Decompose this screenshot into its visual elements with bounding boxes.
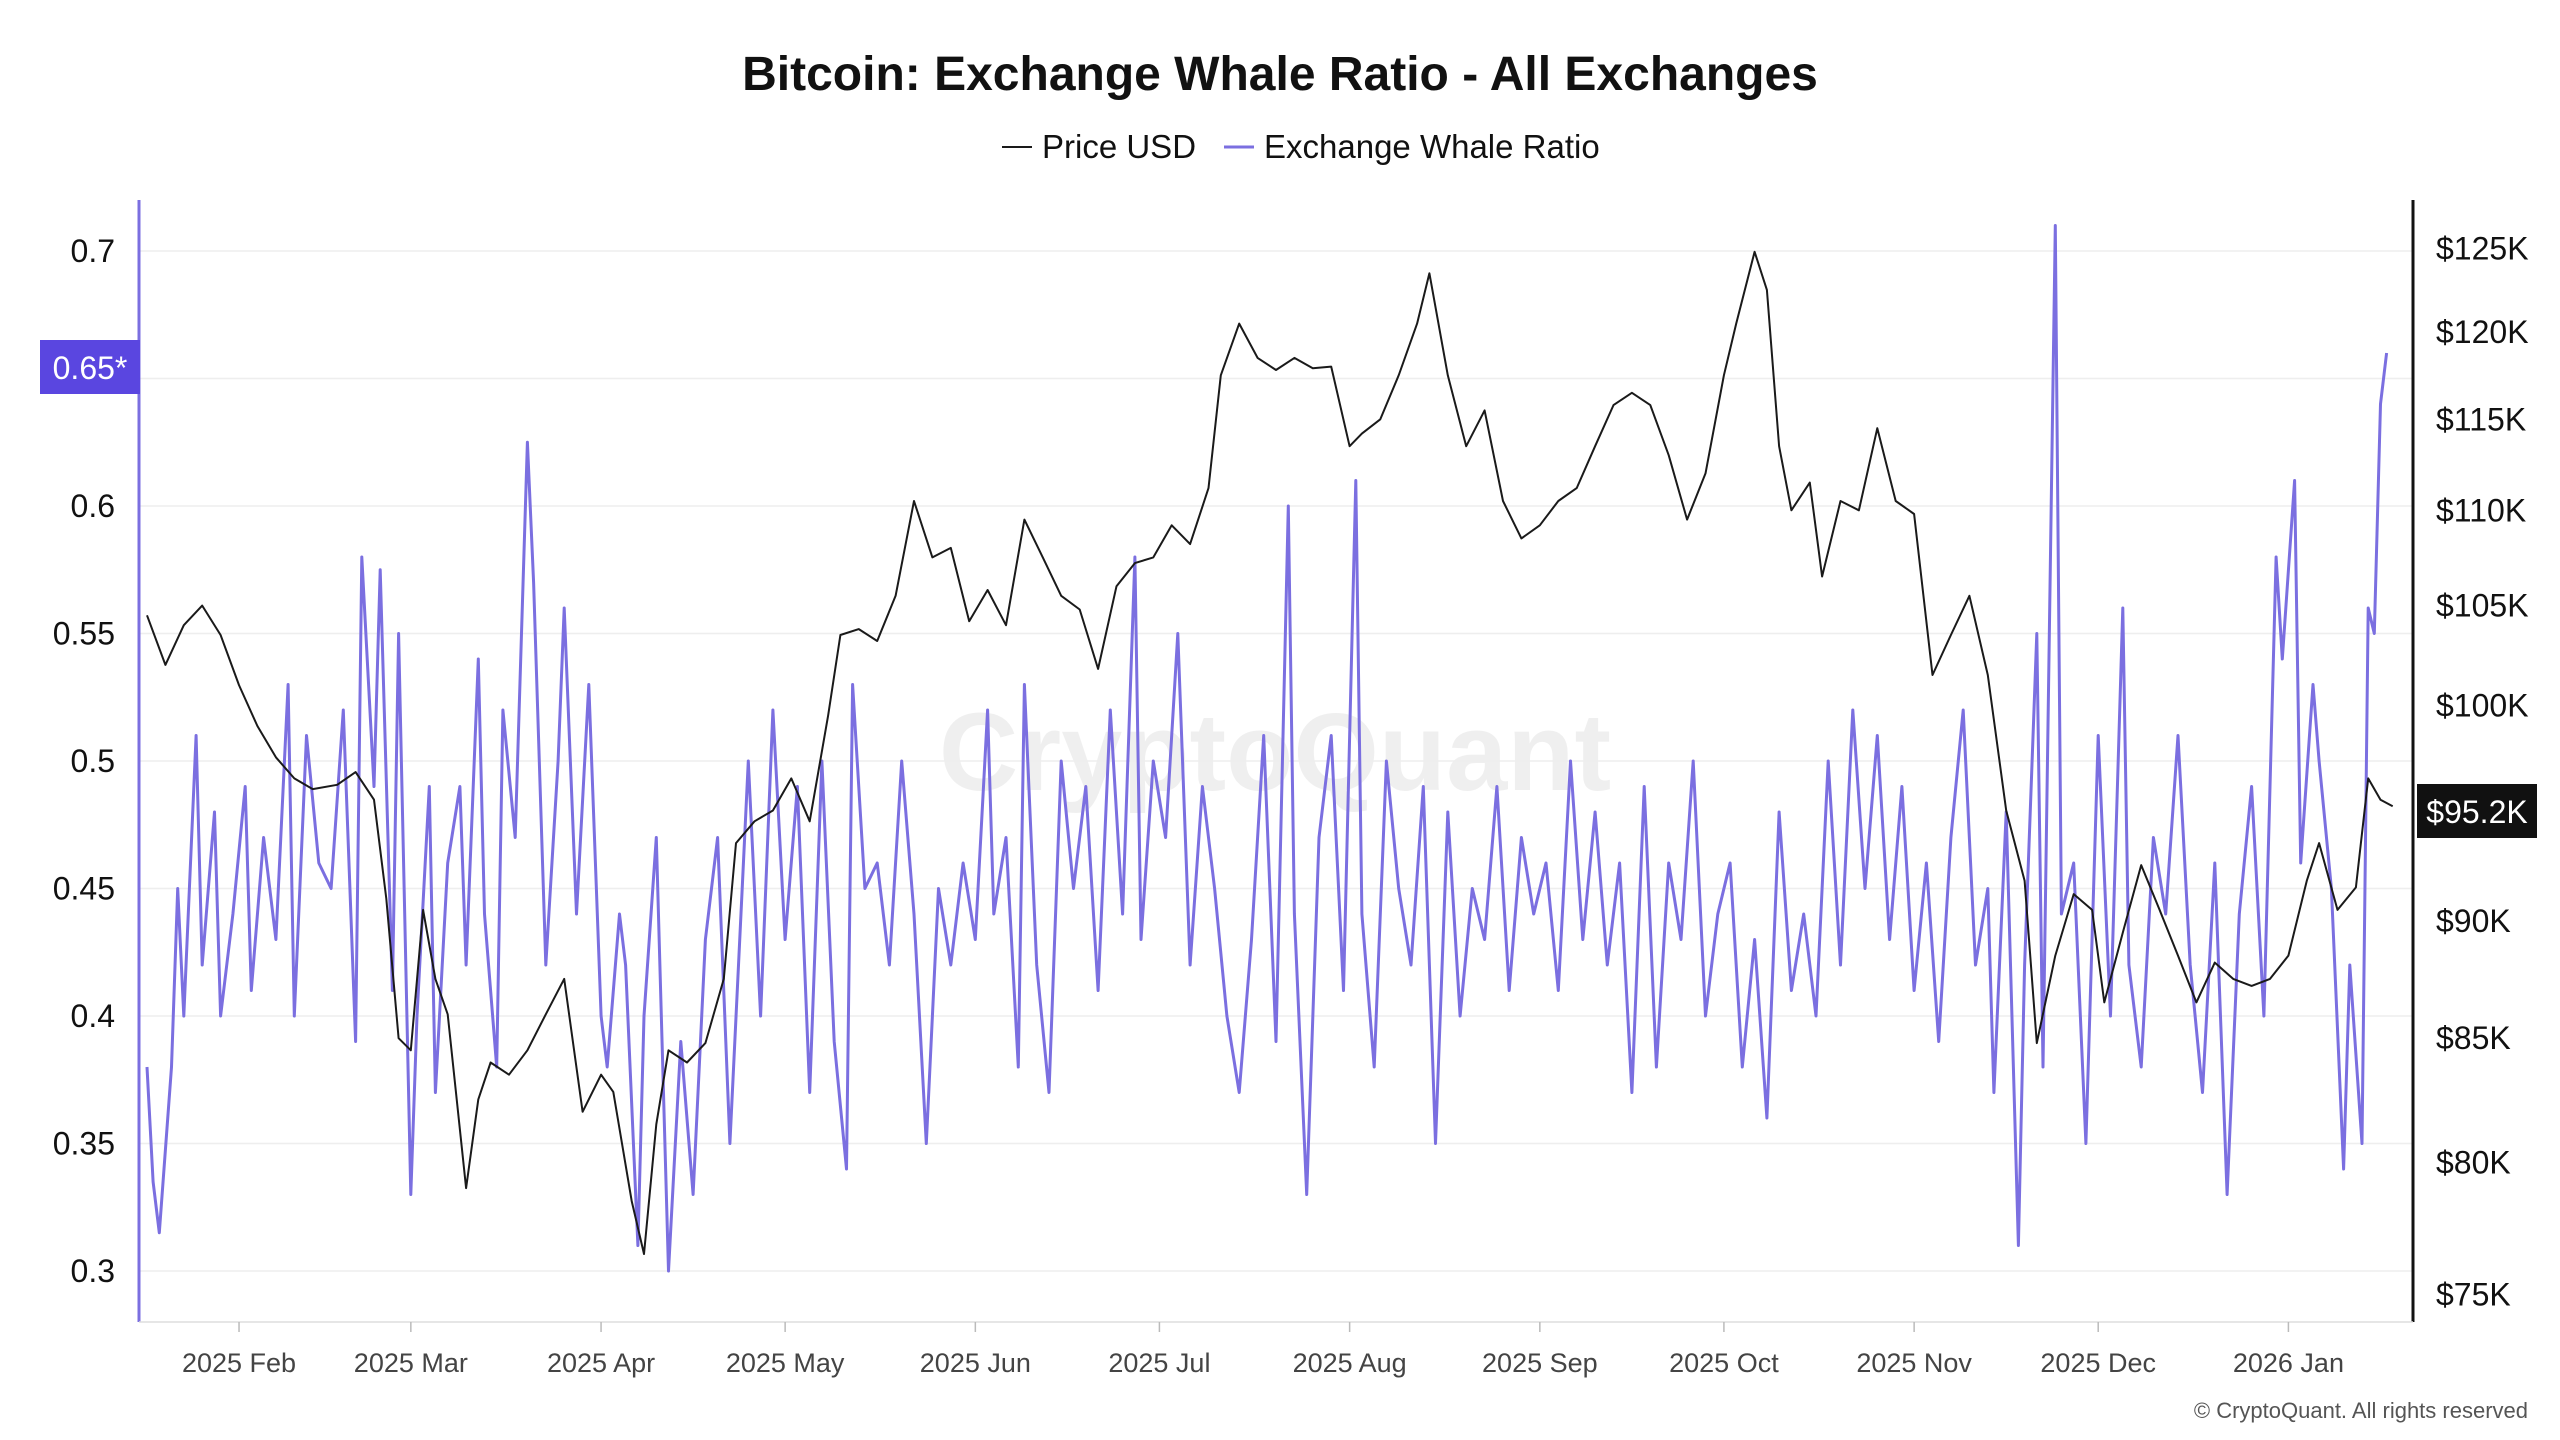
whale-ratio-line [145, 224, 2389, 1273]
y-right-tick-label: $80K [2436, 1144, 2511, 1180]
x-tick-label: 2026 Jan [2233, 1348, 2344, 1378]
right-badge-text: $95.2K [2426, 794, 2527, 830]
left-badge-box [40, 340, 140, 394]
y-left-tick-label: 0.3 [71, 1253, 115, 1289]
x-tick-label: 2025 Jul [1108, 1348, 1210, 1378]
x-tick-label: 2025 May [726, 1348, 845, 1378]
legend-label-whale: Exchange Whale Ratio [1264, 128, 1600, 165]
y-right-tick-label: $115K [2436, 401, 2526, 437]
y-right-ticks: $125K$120K$115K$110K$105K$100K$95K$90K$8… [2436, 231, 2529, 1313]
y-left-tick-label: 0.7 [71, 233, 115, 269]
x-tick-label: 2025 Mar [354, 1348, 468, 1378]
y-left-tick-label: 0.55 [53, 616, 115, 652]
y-left-tick-label: 0.45 [53, 871, 115, 907]
left-current-badge: 0.65* [40, 340, 140, 394]
y-right-tick-label: $110K [2436, 492, 2526, 528]
x-tick-label: 2025 Nov [1856, 1348, 1972, 1378]
grid [139, 250, 2413, 1272]
x-tick-label: 2025 Feb [182, 1348, 296, 1378]
x-tick-label: 2025 Jun [920, 1348, 1031, 1378]
right-current-badge: $95.2K [2417, 784, 2537, 838]
y-right-tick-label: $125K [2436, 231, 2529, 267]
x-tick-label: 2025 Apr [547, 1348, 655, 1378]
y-right-tick-label: $120K [2436, 314, 2529, 350]
copyright: © CryptoQuant. All rights reserved [2194, 1398, 2528, 1423]
y-right-tick-label: $75K [2436, 1277, 2511, 1313]
left-badge-text: 0.65* [53, 350, 128, 386]
chart-title: Bitcoin: Exchange Whale Ratio - All Exch… [742, 48, 1818, 101]
y-right-tick-label: $105K [2436, 588, 2529, 624]
y-right-tick-label: $100K [2436, 687, 2529, 723]
x-tick-label: 2025 Aug [1293, 1348, 1407, 1378]
y-left-tick-label: 0.6 [71, 488, 115, 524]
price-usd-line [146, 250, 2394, 1255]
series-layer [145, 224, 2394, 1273]
y-left-tick-label: 0.35 [53, 1126, 115, 1162]
legend: Price USD Exchange Whale Ratio [1002, 128, 1600, 165]
y-left-tick-label: 0.5 [71, 743, 115, 779]
y-right-tick-label: $90K [2436, 903, 2511, 939]
x-tick-label: 2025 Oct [1669, 1348, 1779, 1378]
watermark: CryptoQuant [939, 691, 1611, 814]
y-left-tick-label: 0.4 [71, 998, 115, 1034]
x-ticks: 2025 Feb 2025 Mar 2025 Apr 2025 May 2025 Jun… [182, 1322, 2344, 1378]
y-right-tick-label: $85K [2436, 1020, 2511, 1056]
x-tick-label: 2025 Sep [1482, 1348, 1598, 1378]
right-badge-box [2417, 784, 2537, 838]
x-tick-label: 2025 Dec [2040, 1348, 2156, 1378]
legend-label-price: Price USD [1042, 128, 1196, 165]
